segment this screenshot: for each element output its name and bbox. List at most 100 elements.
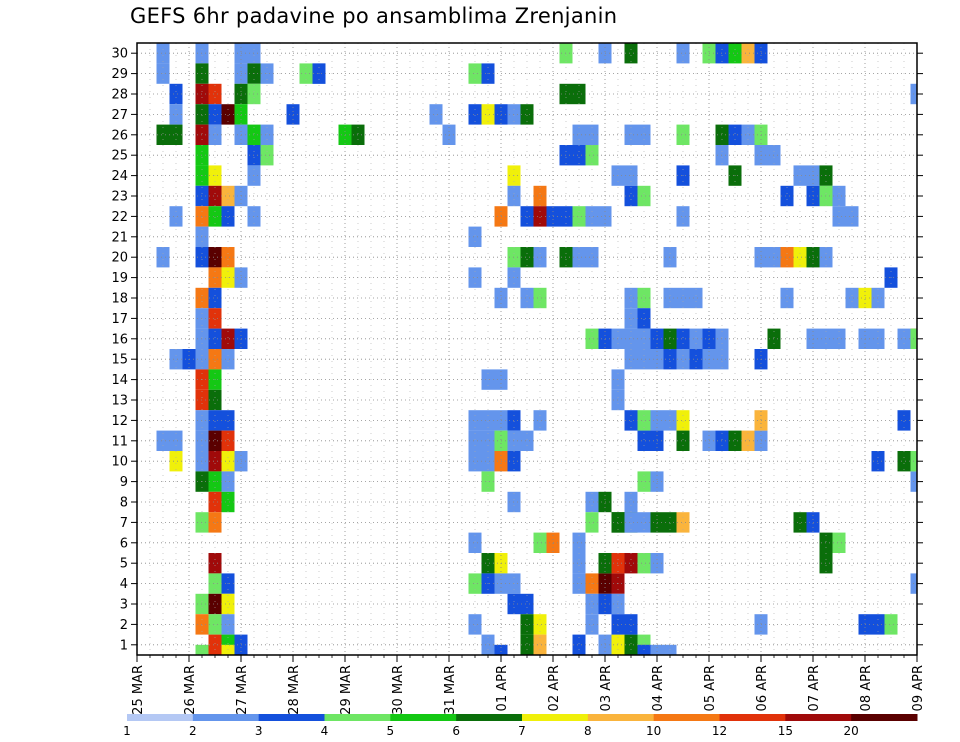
heatmap-cell bbox=[208, 124, 222, 145]
heatmap-cell bbox=[637, 553, 651, 574]
y-tick-label: 25 bbox=[111, 149, 128, 164]
heatmap-cell bbox=[832, 206, 846, 227]
heatmap-cell bbox=[676, 287, 690, 309]
y-tick-label: 26 bbox=[111, 128, 128, 143]
x-tick-label: 31 MAR bbox=[443, 665, 458, 715]
heatmap-cell bbox=[533, 185, 547, 207]
heatmap-cell bbox=[468, 451, 482, 472]
heatmap-cell bbox=[260, 145, 274, 166]
heatmap-cell bbox=[637, 308, 651, 329]
heatmap-cell bbox=[624, 328, 638, 349]
y-tick-label: 23 bbox=[111, 190, 128, 205]
heatmap-cell bbox=[221, 451, 235, 472]
y-tick-label: 10 bbox=[111, 455, 128, 470]
heatmap-cell bbox=[845, 287, 859, 309]
y-tick-label: 5 bbox=[120, 557, 128, 572]
heatmap-cell bbox=[520, 593, 534, 615]
y-tick-label: 21 bbox=[111, 230, 128, 245]
heatmap-cell bbox=[221, 491, 235, 513]
heatmap-cell bbox=[208, 491, 222, 513]
colorbar-swatch bbox=[785, 714, 852, 721]
colorbar-swatch bbox=[390, 714, 457, 721]
y-tick-label: 11 bbox=[111, 434, 128, 449]
heatmap-cell bbox=[169, 349, 183, 370]
heatmap-cell bbox=[585, 124, 599, 145]
heatmap-cell bbox=[520, 430, 534, 451]
heatmap-cell bbox=[637, 328, 651, 349]
x-tick-label: 30 MAR bbox=[391, 665, 406, 715]
heatmap-cell bbox=[624, 124, 638, 145]
cells-layer bbox=[156, 43, 917, 655]
y-tick-label: 9 bbox=[120, 475, 128, 490]
colorbar-label: 20 bbox=[844, 724, 859, 738]
heatmap-cell bbox=[468, 410, 482, 431]
heatmap-cell bbox=[533, 247, 547, 268]
heatmap-cell bbox=[481, 430, 495, 451]
heatmap-cell bbox=[169, 430, 183, 451]
heatmap-cell bbox=[741, 124, 755, 145]
heatmap-cell bbox=[741, 43, 755, 64]
heatmap-cell bbox=[481, 634, 495, 655]
heatmap-cell bbox=[221, 430, 235, 451]
heatmap-cell bbox=[208, 451, 222, 472]
heatmap-cell bbox=[208, 287, 222, 309]
heatmap-cell bbox=[169, 451, 183, 472]
y-tick-label: 22 bbox=[111, 210, 128, 225]
heatmap-cell bbox=[689, 287, 703, 309]
heatmap-cell bbox=[156, 430, 170, 451]
heatmap-cell bbox=[221, 247, 235, 268]
heatmap-cell bbox=[897, 451, 911, 472]
heatmap-cell bbox=[208, 553, 222, 574]
y-tick-label: 15 bbox=[111, 353, 128, 368]
heatmap-cell bbox=[221, 410, 235, 431]
colorbar-swatch bbox=[258, 714, 325, 721]
heatmap-cell bbox=[221, 328, 235, 349]
heatmap-cell bbox=[624, 634, 638, 655]
heatmap-cell bbox=[676, 206, 690, 227]
heatmap-cell bbox=[624, 185, 638, 207]
colorbar-swatch bbox=[324, 714, 391, 721]
heatmap-cell bbox=[156, 43, 170, 64]
heatmap-cell bbox=[637, 410, 651, 431]
heatmap-cell bbox=[676, 124, 690, 145]
heatmap-cell bbox=[481, 451, 495, 472]
heatmap-cell bbox=[741, 430, 755, 451]
colorbar-swatch bbox=[522, 714, 589, 721]
heatmap-cell bbox=[481, 410, 495, 431]
colorbar-label: 5 bbox=[387, 724, 395, 738]
heatmap-cell bbox=[156, 247, 170, 268]
colorbar-swatch bbox=[653, 714, 720, 721]
heatmap-cell bbox=[637, 512, 651, 533]
x-axis: 25 MAR 26 MAR 27 MAR 28 MAR 29 MAR 30 MAR 31 M… bbox=[131, 655, 926, 715]
heatmap-cell bbox=[585, 206, 599, 227]
heatmap-cell bbox=[429, 104, 443, 125]
x-tick-label: 09 APR bbox=[911, 665, 926, 711]
heatmap-cell bbox=[637, 287, 651, 309]
heatmap-cell bbox=[468, 104, 482, 125]
heatmap-cell bbox=[572, 145, 586, 166]
heatmap-cell bbox=[689, 349, 703, 370]
x-tick-label: 05 APR bbox=[703, 665, 718, 711]
y-tick-label: 1 bbox=[120, 638, 128, 653]
heatmap-cell bbox=[572, 247, 586, 268]
heatmap-cell bbox=[208, 634, 222, 655]
colorbar-label: 3 bbox=[255, 724, 263, 738]
heatmap-cell bbox=[624, 349, 638, 370]
heatmap-cell bbox=[468, 226, 482, 247]
heatmap-cell bbox=[208, 614, 222, 635]
heatmap-cell bbox=[208, 83, 222, 105]
heatmap-cell bbox=[468, 430, 482, 451]
heatmap-cell bbox=[572, 634, 586, 655]
x-tick-label: 28 MAR bbox=[287, 665, 302, 715]
heatmap-cell bbox=[676, 328, 690, 349]
heatmap-cell bbox=[624, 512, 638, 533]
x-tick-label: 25 MAR bbox=[131, 665, 146, 715]
heatmap-cell bbox=[221, 614, 235, 635]
heatmap-cell bbox=[520, 634, 534, 655]
heatmap-cell bbox=[624, 553, 638, 574]
heatmap-cell bbox=[624, 287, 638, 309]
heatmap-cell bbox=[728, 43, 742, 64]
heatmap-cell bbox=[585, 491, 599, 513]
heatmap-cell bbox=[624, 410, 638, 431]
